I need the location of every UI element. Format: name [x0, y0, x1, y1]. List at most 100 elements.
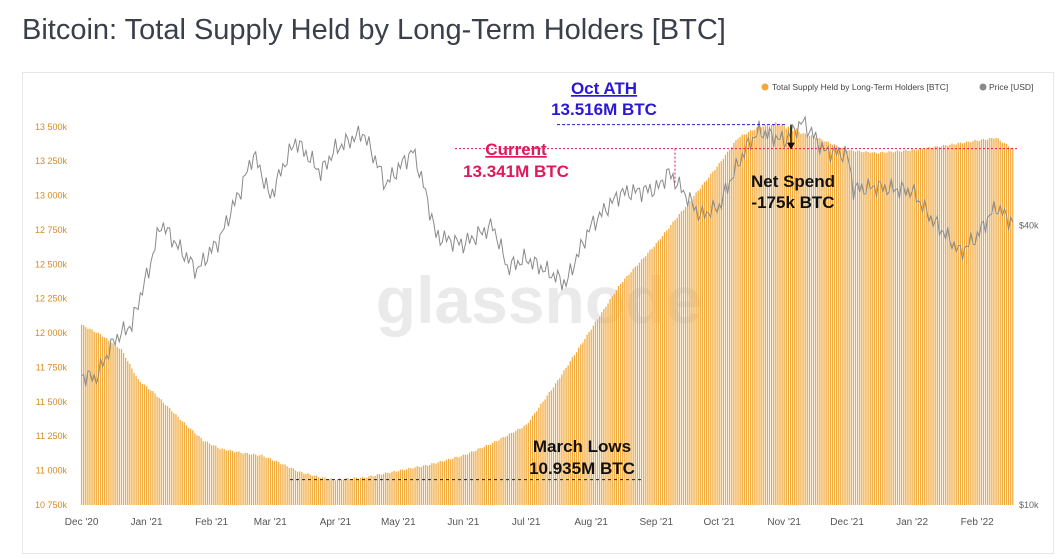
supply-bar [127, 361, 129, 505]
supply-bar [477, 448, 479, 505]
legend-label-price: Price [USD] [989, 82, 1033, 92]
chart-frame: glassnode Oct ATH 13.516M BTC Current 13.34… [22, 72, 1054, 554]
supply-bar [93, 331, 95, 505]
supply-bar [714, 170, 716, 505]
supply-bar [609, 299, 611, 505]
supply-bar [278, 462, 280, 505]
supply-bar [368, 476, 370, 505]
supply-bar [202, 441, 204, 505]
supply-bar [810, 135, 813, 505]
supply-bar [250, 454, 253, 505]
supply-bar [949, 144, 951, 505]
supply-bar [670, 224, 672, 505]
supply-bar [1012, 148, 1014, 505]
supply-bar [613, 294, 615, 505]
supply-bar [554, 383, 557, 505]
supply-bar [779, 125, 781, 505]
supply-bar [768, 126, 771, 505]
supply-bar [840, 147, 842, 505]
supply-bar [875, 153, 878, 506]
supply-bar [343, 479, 345, 505]
supply-bar [422, 465, 425, 505]
supply-bar [252, 453, 255, 505]
supply-bar [599, 316, 601, 505]
supply-bar [871, 152, 873, 505]
supply-bar [443, 461, 446, 505]
supply-bar [770, 125, 773, 505]
supply-bar [85, 327, 87, 505]
supply-bar [806, 135, 808, 505]
supply-bar [257, 455, 259, 505]
supply-bar [877, 153, 880, 505]
supply-bar [143, 384, 146, 505]
supply-bar [945, 145, 947, 505]
annotations-layer: Oct ATH 13.516M BTC Current 13.341M BTC Net … [290, 79, 1017, 481]
supply-bar [341, 479, 343, 505]
supply-bar [953, 144, 955, 505]
supply-bar [317, 477, 320, 505]
supply-bar [166, 406, 169, 505]
supply-bar [657, 240, 659, 506]
supply-bar [1007, 146, 1010, 505]
supply-bar [980, 139, 982, 505]
supply-bar [936, 146, 938, 505]
supply-bar [460, 456, 462, 505]
supply-bar [118, 348, 120, 505]
supply-bar [859, 150, 861, 505]
supply-bar [131, 368, 133, 505]
supply-bar [110, 342, 112, 505]
supply-bar [842, 147, 844, 506]
supply-bar [137, 379, 139, 505]
supply-bar [406, 469, 408, 505]
supply-bar [80, 324, 83, 505]
supply-bar [97, 332, 99, 505]
supply-bar [244, 452, 246, 505]
supply-bar [873, 151, 876, 505]
x-tick-label: Dec '21 [830, 517, 864, 528]
supply-bar [238, 451, 240, 505]
supply-bar [622, 281, 624, 505]
supply-bar [934, 146, 936, 505]
supply-bar [353, 477, 355, 505]
supply-bar [720, 161, 722, 505]
supply-bar [756, 127, 758, 505]
supply-bar [731, 147, 733, 506]
x-tick-label: Nov '21 [767, 517, 801, 528]
supply-bar [729, 149, 731, 505]
supply-bar [695, 192, 697, 505]
supply-bar [942, 144, 945, 505]
y-tick-label: 13 250k [35, 156, 68, 166]
supply-bar [458, 457, 460, 505]
supply-bar [125, 357, 127, 505]
supply-bar [263, 456, 265, 505]
supply-bar [966, 141, 968, 505]
supply-bar [225, 450, 227, 505]
supply-bar [475, 450, 477, 505]
supply-bar [450, 459, 452, 505]
supply-bar [296, 471, 299, 505]
supply-bar [154, 393, 156, 505]
supply-bar [750, 130, 752, 505]
supply-bar [506, 435, 508, 505]
supply-bar [546, 395, 548, 505]
supply-bar [485, 444, 487, 505]
supply-bar [162, 402, 165, 505]
supply-bar [204, 441, 206, 505]
supply-bar [284, 464, 286, 505]
supply-bar [802, 133, 804, 505]
supply-bar [976, 140, 978, 506]
supply-bar [567, 365, 569, 505]
supply-bar [301, 472, 303, 505]
supply-bar [676, 217, 678, 505]
supply-bar [259, 455, 261, 505]
y-tick-label: 13 000k [35, 191, 68, 201]
supply-bar [766, 125, 769, 505]
supply-bar [164, 405, 167, 505]
supply-bar [452, 458, 454, 505]
supply-bar [540, 403, 542, 505]
supply-bar [693, 195, 695, 505]
supply-bar [223, 448, 225, 505]
supply-bar [932, 147, 934, 506]
supply-bar [921, 148, 924, 505]
x-tick-label: Feb '21 [195, 517, 228, 528]
